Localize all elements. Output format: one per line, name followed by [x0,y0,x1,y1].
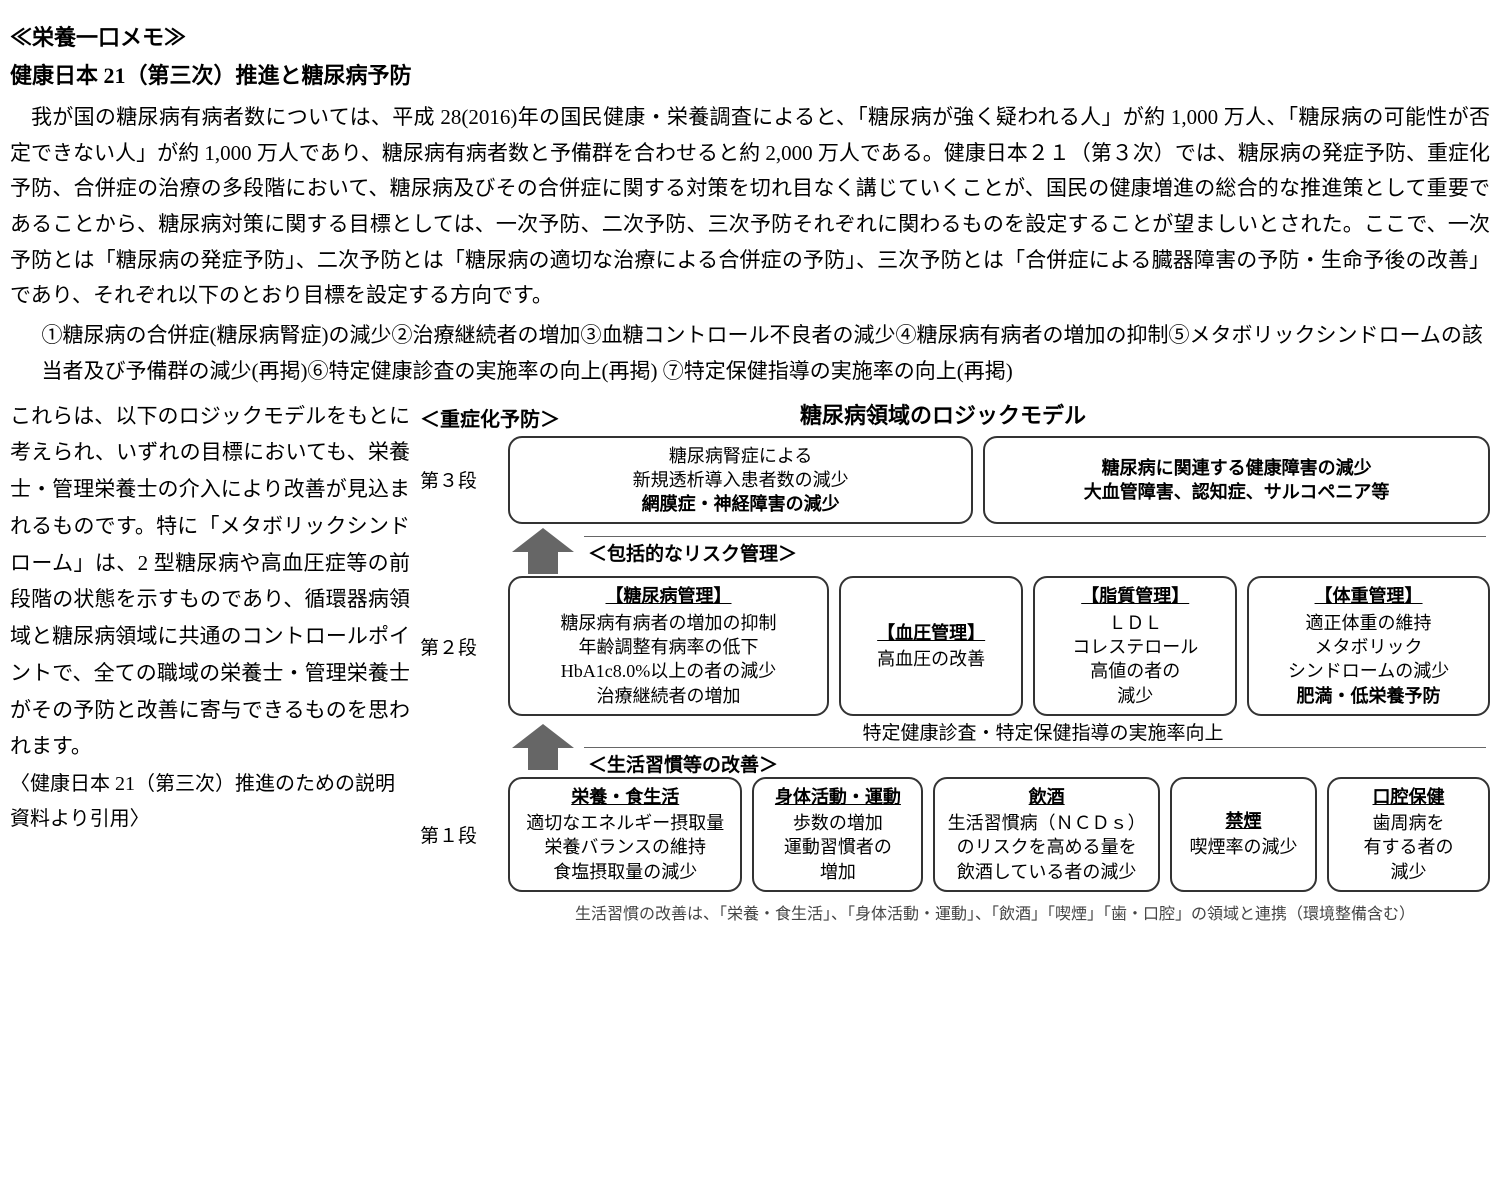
box-line: 適正体重の維持 [1261,611,1476,635]
box-header: 栄養・食生活 [522,785,728,809]
box-line: 糖尿病に関連する健康障害の減少 [997,456,1476,480]
box-line: 飲酒している者の減少 [947,860,1146,884]
section-label-risk: ＜包括的なリスク管理＞ [584,536,1486,566]
diagram-title: 糖尿病領域のロジックモデル [800,398,1086,430]
box-line: HbA1c8.0%以上の者の減少 [522,659,815,683]
stage-1-label: 第１段 [420,821,498,848]
box-line: シンドロームの減少 [1261,659,1476,683]
stage-3-label: 第３段 [420,466,498,493]
commentary-paragraph: これらは、以下のロジックモデルをもとに考えられ、いずれの目標においても、栄養士・… [10,398,410,766]
diagram-footer-note: 生活習慣の改善は、「栄養・食生活」、「身体活動・運動」、「飲酒」「喫煙」「歯・口… [500,900,1490,924]
box-line: 網膜症・神経障害の減少 [522,492,959,516]
stage1-box-smoking: 禁煙 喫煙率の減少 [1170,777,1317,892]
box-line: 歯周病を [1341,811,1476,835]
stage2-box-lipid: 【脂質管理】 ＬＤＬ コレステロール 高値の者の 減少 [1033,576,1237,715]
box-line: 運動習慣者の [766,835,909,859]
box-line: 食塩摂取量の減少 [522,860,728,884]
box-line: メタボリック [1261,635,1476,659]
stage3-box-nephropathy: 糖尿病腎症による 新規透析導入患者数の減少 網膜症・神経障害の減少 [508,436,973,525]
arrow-stage1-to-2: 特定健康診査・特定保健指導の実施率向上 ＜生活習慣等の改善＞ [508,718,1490,777]
box-line: 減少 [1047,684,1223,708]
stage3-box-health-damage: 糖尿病に関連する健康障害の減少 大血管障害、認知症、サルコペニア等 [983,436,1490,525]
box-line: 生活習慣病（ＮＣＤｓ） [947,811,1146,835]
up-arrow-icon [508,722,578,772]
section-label-prevention: ＜重症化予防＞ [420,403,560,432]
box-line: 減少 [1341,860,1476,884]
stage1-box-exercise: 身体活動・運動 歩数の増加 運動習慣者の 増加 [752,777,923,892]
box-line: 大血管障害、認知症、サルコペニア等 [997,480,1476,504]
stage-2-row: 第２段 【糖尿病管理】 糖尿病有病者の増加の抑制 年齢調整有病率の低下 HbA1… [420,576,1490,715]
box-line: コレステロール [1047,635,1223,659]
box-line: 糖尿病有病者の増加の抑制 [522,611,815,635]
goals-list: ①糖尿病の合併症(糖尿病腎症)の減少②治療継続者の増加③血糖コントロール不良者の… [10,318,1490,389]
box-line: 適切なエネルギー摂取量 [522,811,728,835]
box-line: 糖尿病腎症による [522,444,959,468]
box-line: のリスクを高める量を [947,835,1146,859]
stage2-box-diabetes-mgmt: 【糖尿病管理】 糖尿病有病者の増加の抑制 年齢調整有病率の低下 HbA1c8.0… [508,576,829,715]
stage1-box-nutrition: 栄養・食生活 適切なエネルギー摂取量 栄養バランスの維持 食塩摂取量の減少 [508,777,742,892]
box-line: 喫煙率の減少 [1184,835,1303,859]
box-line: 歩数の増加 [766,811,909,835]
box-line: 治療継続者の増加 [522,684,815,708]
intro-paragraph: 我が国の糖尿病有病者数については、平成 28(2016)年の国民健康・栄養調査に… [10,100,1490,314]
box-line: 新規透析導入患者数の減少 [522,468,959,492]
stage-3-row: 第３段 糖尿病腎症による 新規透析導入患者数の減少 網膜症・神経障害の減少 糖尿… [420,436,1490,525]
guidance-label: 特定健康診査・特定保健指導の実施率向上 [596,718,1490,747]
box-line: 年齢調整有病率の低下 [522,635,815,659]
box-header: 身体活動・運動 [766,785,909,809]
box-header: 【血圧管理】 [853,621,1009,645]
arrow-stage2-to-3: ＜包括的なリスク管理＞ [508,526,1490,576]
stage1-box-alcohol: 飲酒 生活習慣病（ＮＣＤｓ） のリスクを高める量を 飲酒している者の減少 [933,777,1160,892]
box-header: 口腔保健 [1341,785,1476,809]
box-header: 【糖尿病管理】 [522,584,815,608]
box-line: 有する者の [1341,835,1476,859]
stage2-box-weight: 【体重管理】 適正体重の維持 メタボリック シンドロームの減少 肥満・低栄養予防 [1247,576,1490,715]
box-line: ＬＤＬ [1047,611,1223,635]
stage1-box-oral: 口腔保健 歯周病を 有する者の 減少 [1327,777,1490,892]
box-line: 高値の者の [1047,659,1223,683]
logic-model-diagram: ＜重症化予防＞ 糖尿病領域のロジックモデル 第３段 糖尿病腎症による 新規透析導… [420,398,1490,925]
box-line: 栄養バランスの維持 [522,835,728,859]
stage-1-row: 第１段 栄養・食生活 適切なエネルギー摂取量 栄養バランスの維持 食塩摂取量の減… [420,777,1490,892]
box-header: 【体重管理】 [1261,584,1476,608]
memo-title: ≪栄養一口メモ≫ [10,20,1490,52]
main-title: 健康日本 21（第三次）推進と糖尿病予防 [10,58,1490,90]
box-header: 飲酒 [947,785,1146,809]
lower-row: これらは、以下のロジックモデルをもとに考えられ、いずれの目標においても、栄養士・… [10,398,1490,925]
stage-2-label: 第２段 [420,633,498,660]
left-text-column: これらは、以下のロジックモデルをもとに考えられ、いずれの目標においても、栄養士・… [10,398,410,838]
up-arrow-icon [508,526,578,576]
reference-note: 〈健康日本 21（第三次）推進のための説明資料より引用〉 [10,767,410,837]
box-line: 高血圧の改善 [853,647,1009,671]
box-header: 【脂質管理】 [1047,584,1223,608]
section-label-lifestyle: ＜生活習慣等の改善＞ [584,747,1486,777]
box-header: 禁煙 [1184,809,1303,833]
stage2-box-bp: 【血圧管理】 高血圧の改善 [839,576,1023,715]
box-line: 肥満・低栄養予防 [1261,684,1476,708]
box-line: 増加 [766,860,909,884]
